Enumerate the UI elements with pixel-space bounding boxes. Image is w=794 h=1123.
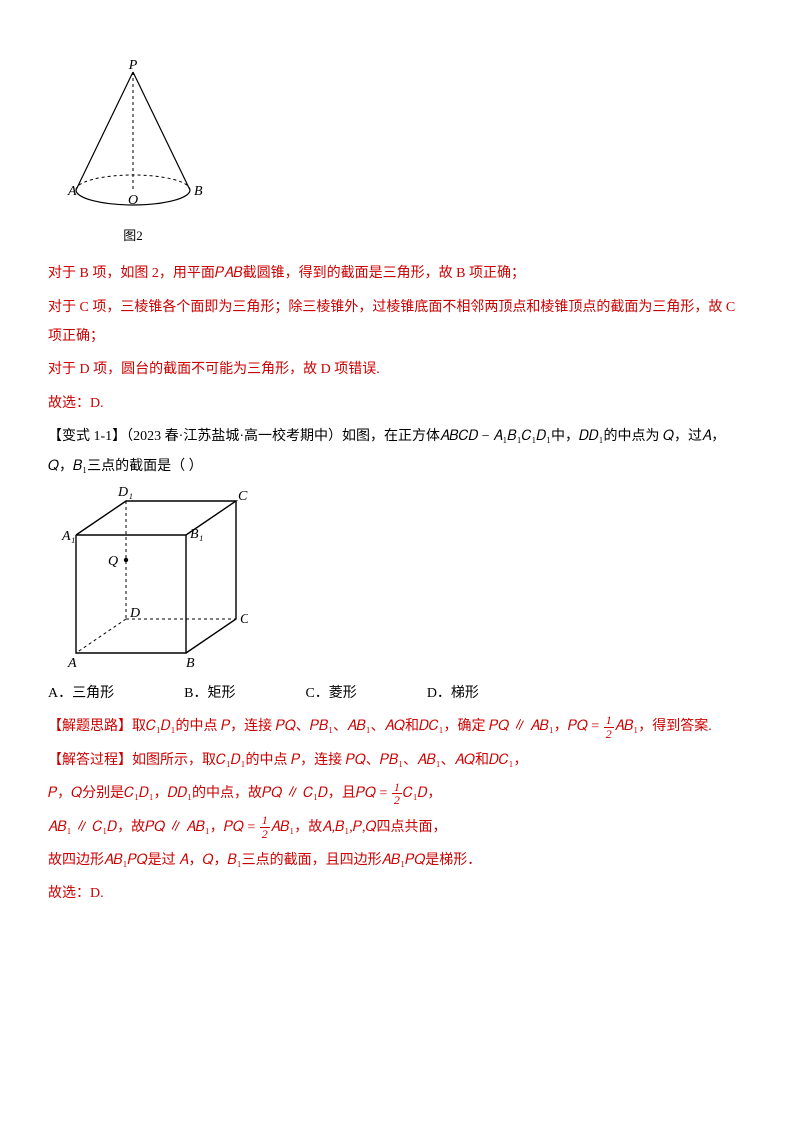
svg-text:C: C bbox=[240, 612, 248, 627]
svg-text:D₁: D₁ bbox=[117, 485, 133, 500]
answer-select-1: 故选：D. bbox=[48, 389, 746, 418]
svg-text:A: A bbox=[67, 656, 77, 671]
svg-text:C₁: C₁ bbox=[238, 489, 248, 504]
svg-text:B: B bbox=[194, 184, 203, 199]
svg-text:B: B bbox=[186, 656, 195, 671]
solution-idea: 【解题思路】取𝐶₁𝐷₁的中点 𝑃，连接 𝑃𝑄、𝑃𝐵₁、𝐴𝐵₁、𝐴𝑄和𝐷𝐶₁，确定… bbox=[48, 712, 746, 741]
svg-text:O: O bbox=[128, 193, 138, 208]
svg-text:P: P bbox=[128, 60, 138, 73]
svg-text:B₁: B₁ bbox=[190, 527, 203, 542]
solution-step-3: 𝐴𝐵₁ ∥ 𝐶₁𝐷，故𝑃𝑄 ∥ 𝐴𝐵₁，𝑃𝑄 = 12𝐴𝐵₁，故𝐴,𝐵₁,𝑃,𝑄… bbox=[48, 813, 746, 842]
question-text: 【变式 1-1】（2023 春·江苏盐城·高一校考期中）如图，在正方体𝐴𝐵𝐶𝐷 … bbox=[48, 422, 746, 481]
choice-b: B．矩形 bbox=[184, 679, 235, 708]
analysis-b: 对于 B 项，如图 2，用平面𝑃𝐴𝐵截圆锥，得到的截面是三角形，故 B 项正确； bbox=[48, 259, 746, 288]
solution-step-4: 故四边形𝐴𝐵₁𝑃𝑄是过 𝐴，𝑄，𝐵₁三点的截面，且四边形𝐴𝐵₁𝑃𝑄是梯形． bbox=[48, 846, 746, 875]
analysis-d: 对于 D 项，圆台的截面不可能为三角形，故 D 项错误. bbox=[48, 355, 746, 384]
svg-text:A₁: A₁ bbox=[61, 529, 75, 544]
answer-choices: A．三角形 B．矩形 C．菱形 D．梯形 bbox=[48, 679, 746, 708]
analysis-c: 对于 C 项，三棱锥各个面即为三角形；除三棱锥外，过棱锥底面不相邻两顶点和棱锥顶… bbox=[48, 293, 746, 352]
svg-text:A: A bbox=[67, 184, 77, 199]
figure-caption: 图2 bbox=[58, 222, 208, 249]
solution-step-1: 【解答过程】如图所示，取𝐶₁𝐷₁的中点 𝑃，连接 𝑃𝑄、𝑃𝐵₁、𝐴𝐵₁、𝐴𝑄和𝐷… bbox=[48, 746, 746, 775]
svg-text:Q: Q bbox=[108, 554, 118, 569]
cube-figure: D₁ C₁ A₁ B₁ Q D C A B bbox=[58, 485, 746, 675]
choice-c: C．菱形 bbox=[305, 679, 356, 708]
svg-text:D: D bbox=[129, 606, 140, 621]
choice-a: A．三角形 bbox=[48, 679, 114, 708]
answer-select-2: 故选：D. bbox=[48, 879, 746, 908]
choice-d: D．梯形 bbox=[427, 679, 479, 708]
cone-figure: P A B O 图2 bbox=[58, 60, 746, 249]
solution-step-2: 𝑃，𝑄分别是𝐶₁𝐷₁，𝐷𝐷₁的中点，故𝑃𝑄 ∥ 𝐶₁𝐷，且𝑃𝑄 = 12𝐶₁𝐷， bbox=[48, 779, 746, 808]
